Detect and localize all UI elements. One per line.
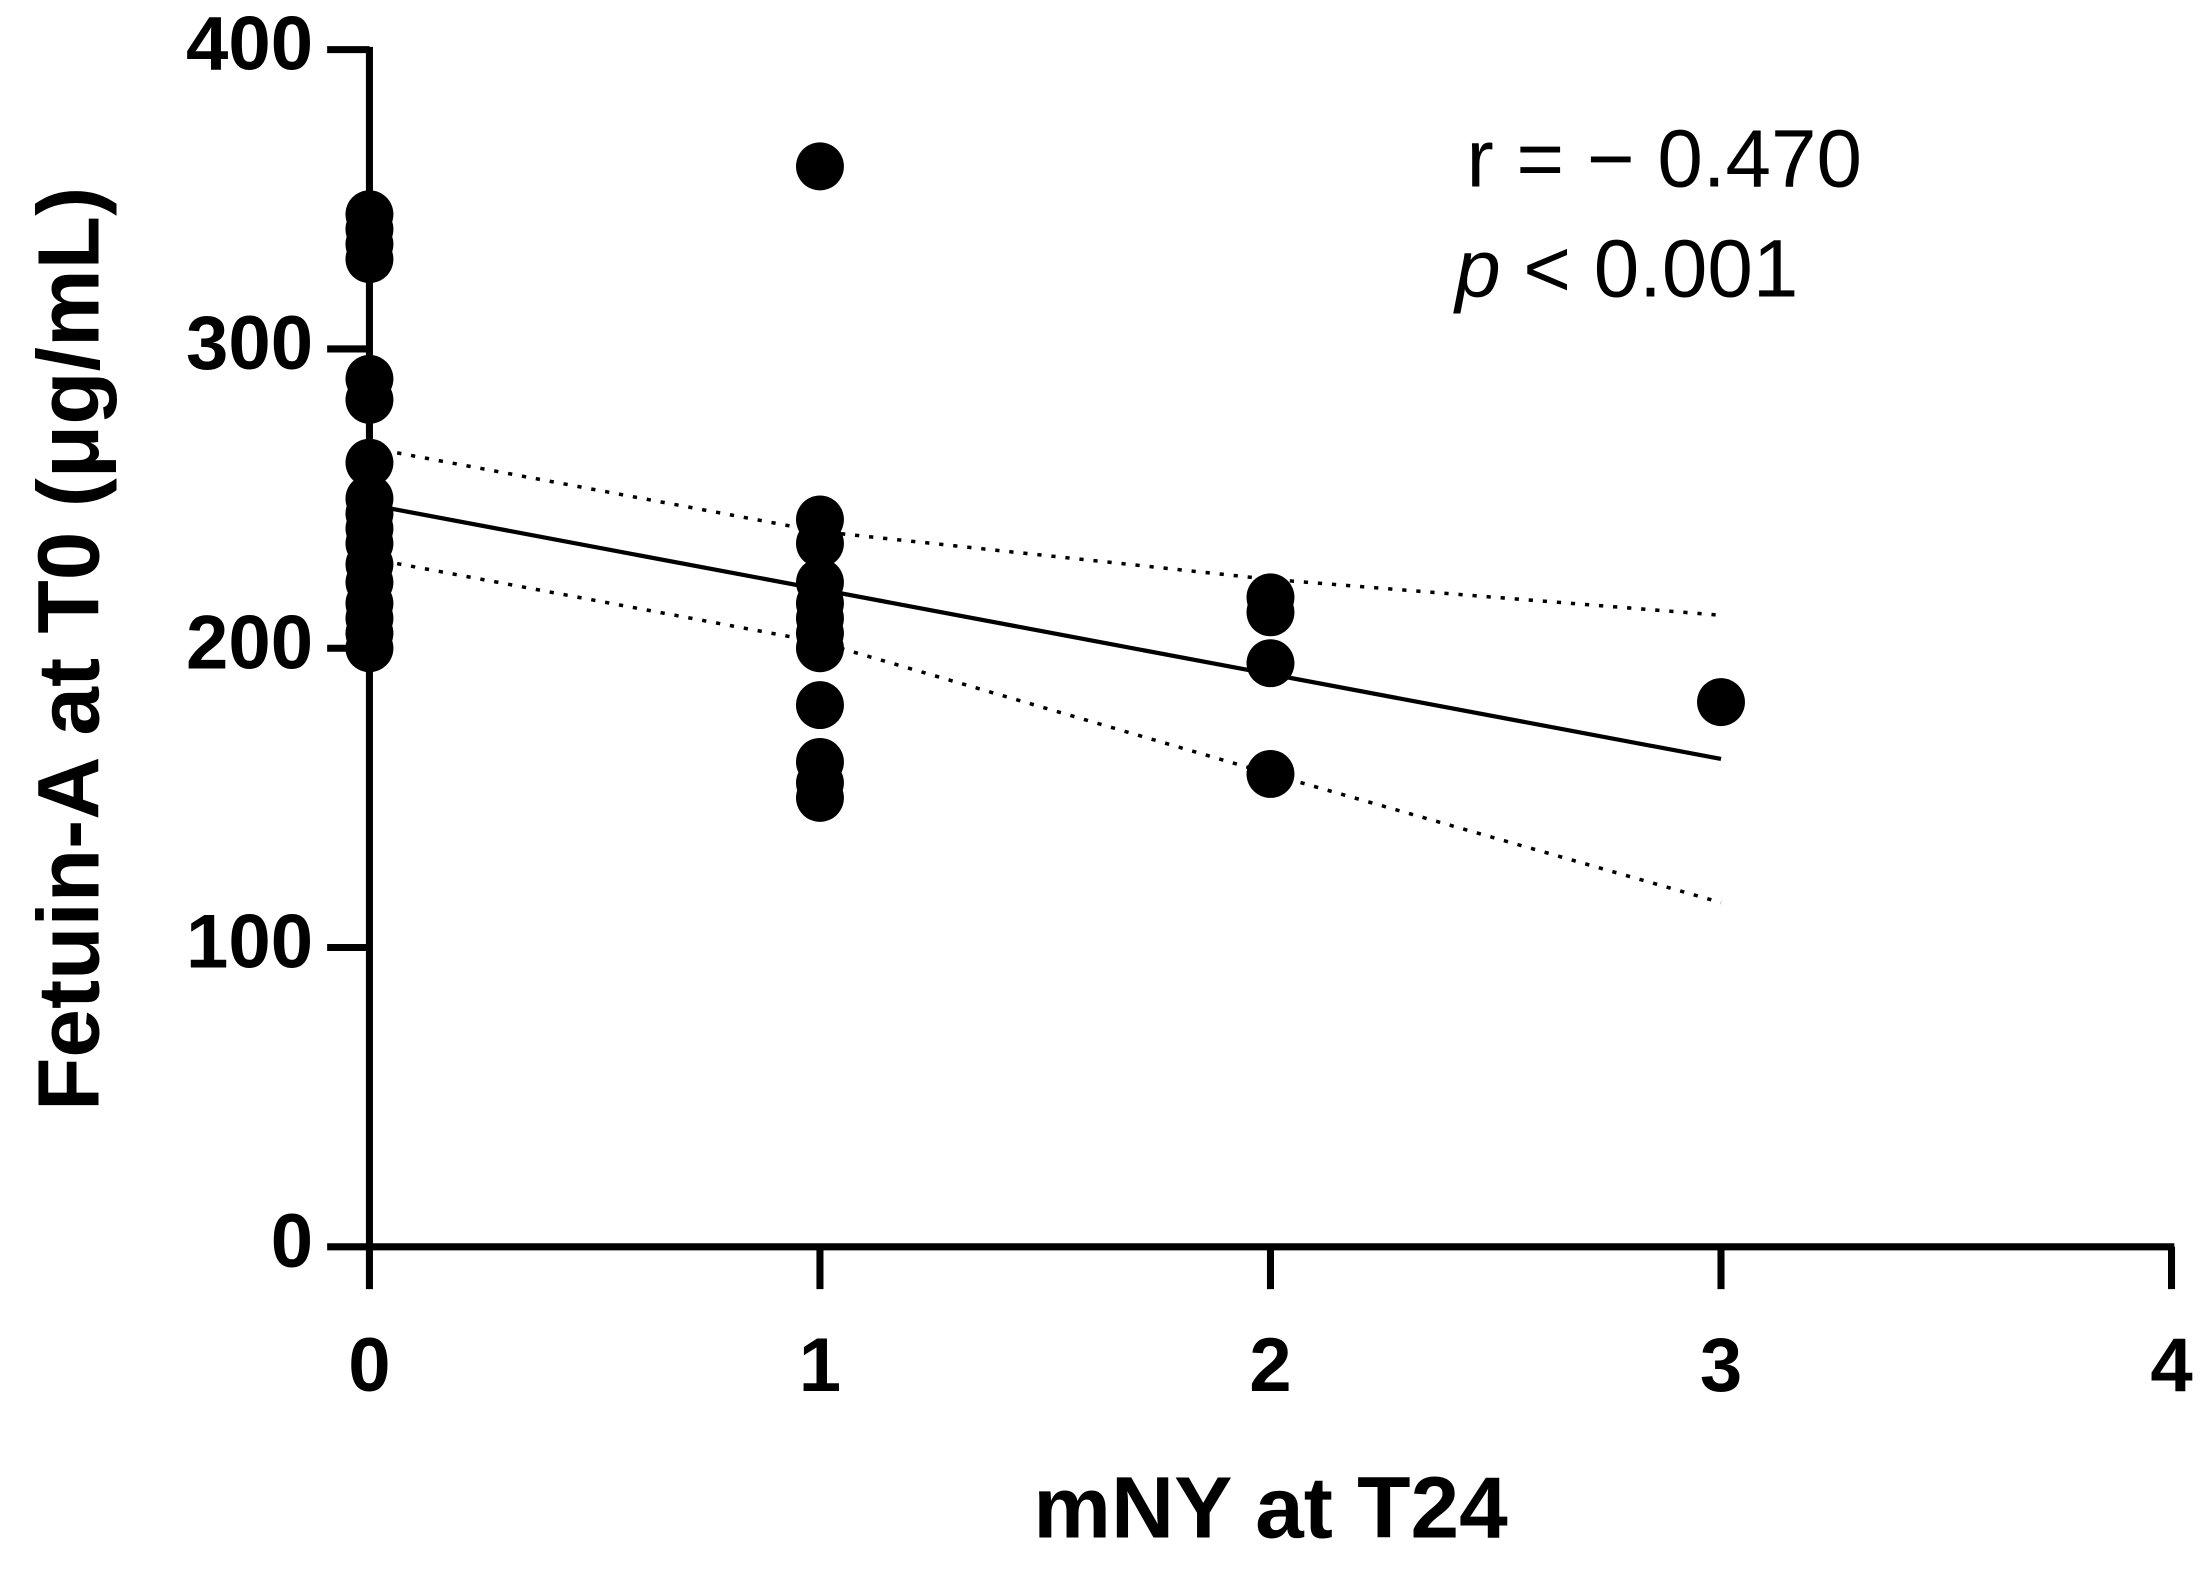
point	[1246, 749, 1295, 798]
x-tick-label: 4	[2150, 1323, 2192, 1408]
x-tick-label: 1	[799, 1323, 841, 1408]
annotation-p: p < 0.001	[1452, 223, 1798, 314]
y-tick-label: 100	[186, 900, 313, 985]
x-tick-label: 2	[1249, 1323, 1291, 1408]
annotation-p-symbol: p	[1452, 223, 1500, 314]
y-tick-label: 300	[186, 301, 313, 386]
point	[345, 438, 394, 487]
y-tick-label: 0	[271, 1199, 313, 1284]
point	[795, 519, 844, 568]
point	[345, 235, 394, 284]
x-tick-label: 3	[1700, 1323, 1742, 1408]
point	[1246, 588, 1295, 637]
point	[345, 624, 394, 673]
point	[345, 375, 394, 424]
ci-lower-line	[369, 556, 1722, 905]
x-tick-label: 0	[348, 1323, 390, 1408]
y-tick-label: 400	[186, 2, 313, 87]
y-tick-label: 200	[186, 600, 313, 685]
fit-line	[369, 502, 1722, 762]
point	[795, 681, 844, 730]
point	[795, 142, 844, 191]
annotation-p-text: < 0.001	[1523, 223, 1798, 314]
y-axis-label: Fetuin-A at T0 (μg/mL)	[20, 187, 118, 1111]
point	[795, 773, 844, 822]
annotation-r: r = − 0.470	[1466, 113, 1861, 204]
ci-upper-line	[369, 445, 1722, 618]
x-axis-label: mNY at T24	[1033, 1458, 1508, 1556]
point	[795, 624, 844, 673]
point	[1246, 639, 1295, 688]
point	[1697, 678, 1745, 727]
